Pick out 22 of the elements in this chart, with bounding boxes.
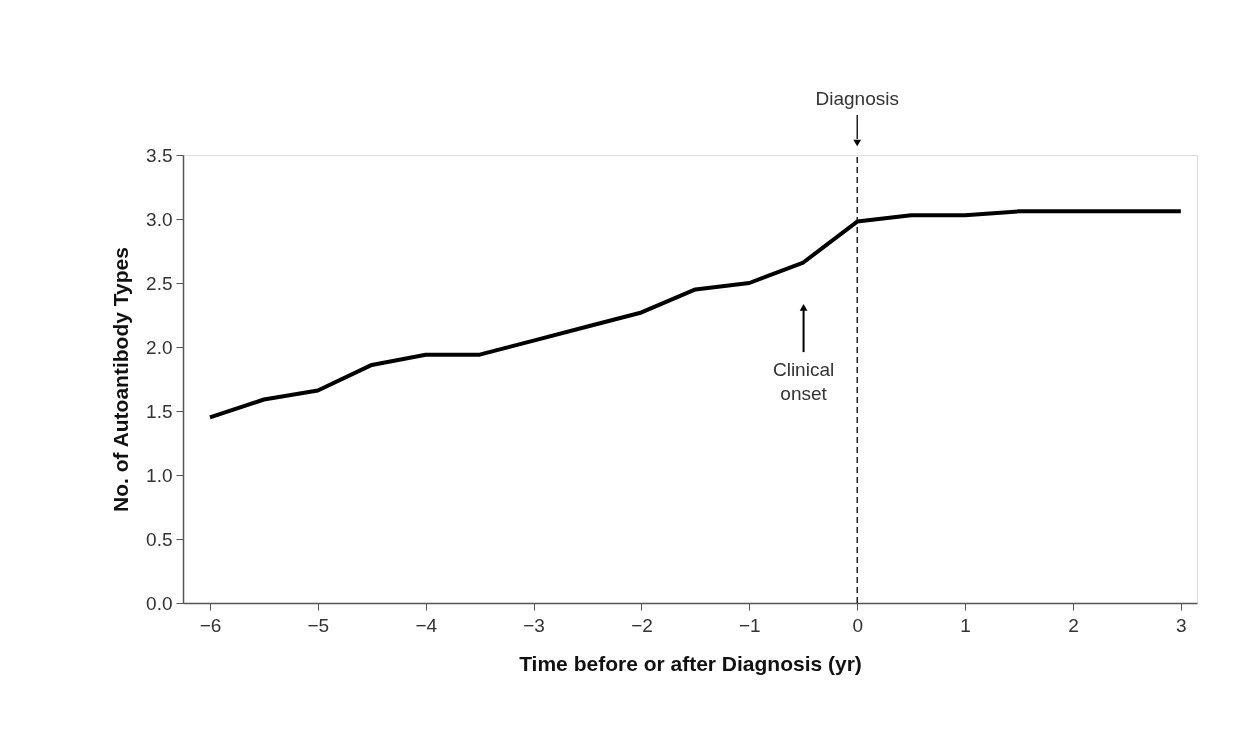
x-tick-label: −6 [199,614,222,636]
y-tick-label: 1.5 [146,400,173,422]
ref-line-label: Diagnosis [815,88,899,109]
x-tick-label: 1 [960,614,971,636]
y-tick-label: 1.0 [146,464,173,486]
x-tick-label: −3 [523,614,545,636]
x-axis-title: Time before or after Diagnosis (yr) [519,651,862,675]
x-tick-label: −2 [631,614,653,636]
y-tick-label: 0.5 [146,528,173,550]
x-tick-label: −4 [415,614,438,636]
x-tick-label: −1 [738,614,761,636]
y-tick-label: 2.5 [146,272,173,294]
annotation: Clinical onset [772,359,835,405]
x-tick-label: −5 [307,614,330,636]
y-axis-title: No. of Autoantibody Types [109,247,133,512]
y-tick-label: 2.0 [146,336,173,358]
x-tick-label: 2 [1068,614,1079,636]
y-tick-label: 3.5 [146,144,173,166]
y-tick-label: 0.0 [146,592,173,614]
x-tick-label: 0 [852,614,863,636]
y-tick-label: 3.0 [146,208,173,230]
x-tick-label: 3 [1176,614,1187,636]
